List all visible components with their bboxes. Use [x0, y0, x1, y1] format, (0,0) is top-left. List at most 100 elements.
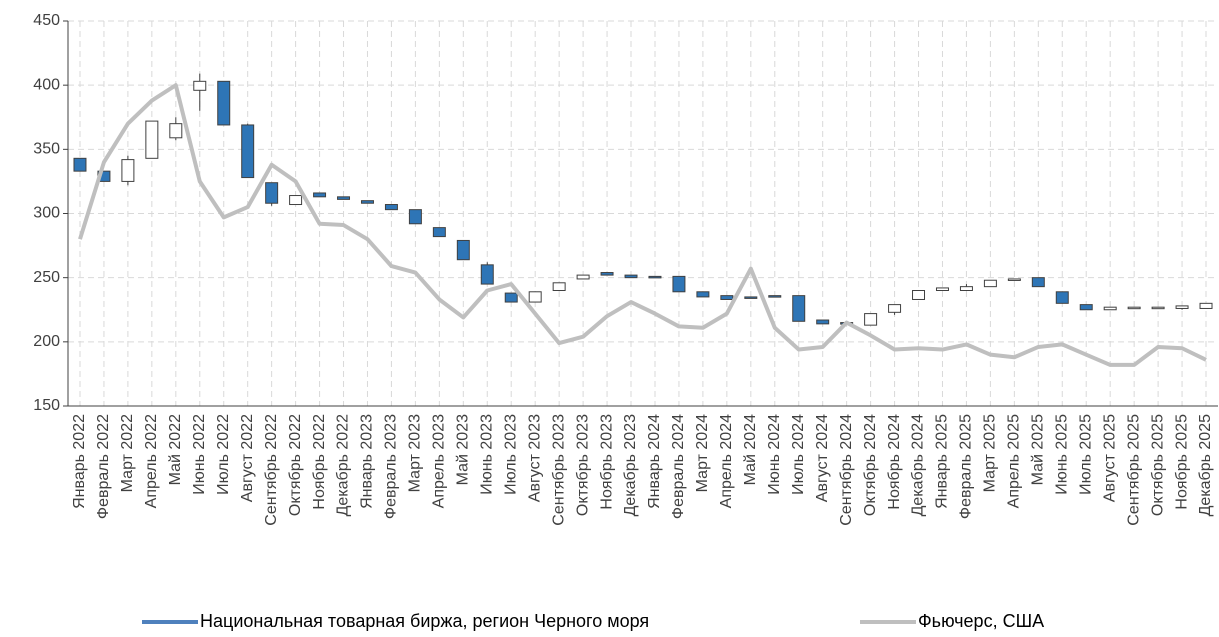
x-tick-label: Апрель 2024: [718, 414, 735, 508]
y-tick-label: 150: [33, 397, 60, 414]
candle-body: [1151, 306, 1165, 310]
y-tick-label: 200: [33, 333, 60, 350]
candle-body: [480, 264, 494, 285]
x-tick-label: Июнь 2024: [766, 414, 783, 495]
candle-body: [696, 291, 710, 298]
line-series: [78, 83, 1207, 367]
candle-body: [313, 192, 327, 198]
candle-body: [672, 275, 686, 293]
x-tick-label: Декабрь 2022: [335, 414, 352, 517]
candle-body: [720, 295, 734, 300]
candle-body: [504, 292, 518, 303]
x-tick-label: Ноябрь 2023: [598, 414, 615, 510]
candle-body: [624, 274, 638, 279]
x-tick-label: Март 2023: [407, 414, 424, 492]
x-tick-label: Сентябрь 2022: [263, 414, 280, 526]
candle-body: [456, 239, 470, 261]
x-tick-label: Март 2025: [982, 414, 999, 492]
candle-body: [241, 124, 255, 179]
candle-body: [145, 120, 159, 159]
candle-body: [816, 319, 830, 325]
candle-body: [912, 290, 926, 300]
x-tick-label: Июль 2024: [790, 414, 807, 495]
candle-body: [959, 286, 973, 291]
candle-body: [408, 209, 422, 225]
candle-body: [217, 80, 231, 126]
candle-body: [768, 295, 782, 298]
x-tick-label: Октябрь 2024: [862, 414, 879, 516]
x-tick-label: Март 2024: [694, 414, 711, 492]
legend-label: Национальная товарная биржа, регион Черн…: [200, 611, 649, 631]
x-tick-label: Ноябрь 2022: [311, 414, 328, 510]
x-tick-label: Июль 2023: [502, 414, 519, 495]
x-tick-label: Февраль 2025: [958, 414, 975, 519]
x-tick-label: Май 2025: [1030, 414, 1047, 485]
candle-body: [1103, 306, 1117, 311]
candle-body: [576, 274, 590, 280]
x-tick-label: Август 2025: [1101, 414, 1118, 502]
candle-body: [265, 182, 279, 204]
candle-body: [1055, 291, 1069, 304]
x-tick-label: Декабрь 2023: [622, 414, 639, 517]
x-tick-label: Июнь 2025: [1053, 414, 1070, 495]
x-tick-label: Январь 2024: [646, 414, 663, 509]
x-tick-label: Май 2022: [167, 414, 184, 485]
x-tick-label: Февраль 2022: [95, 414, 112, 519]
y-tick-label: 250: [33, 269, 60, 286]
x-tick-label: Апрель 2025: [1006, 414, 1023, 508]
candle-body: [1175, 305, 1189, 309]
x-tick-label: Февраль 2024: [670, 414, 687, 519]
candle-body: [744, 296, 758, 299]
x-tick-label: Октябрь 2025: [1149, 414, 1166, 516]
x-tick-label: Май 2024: [742, 414, 759, 485]
x-tick-label: Август 2023: [526, 414, 543, 502]
x-tick-label: Август 2024: [814, 414, 831, 502]
x-tick-label: Июнь 2022: [191, 414, 208, 495]
candle-body: [528, 291, 542, 303]
y-tick-label: 350: [33, 141, 60, 158]
candle-body: [1127, 306, 1141, 310]
x-tick-label: Март 2022: [119, 414, 136, 492]
candle-body: [935, 287, 949, 291]
candle-body: [193, 80, 207, 91]
candle-body: [289, 195, 303, 206]
candle-body: [648, 275, 662, 279]
x-tick-label: Октябрь 2023: [574, 414, 591, 516]
x-tick-label: Апрель 2022: [143, 414, 160, 508]
y-tick-label: 450: [33, 12, 60, 29]
x-tick-label: Январь 2025: [934, 414, 951, 509]
candle-body: [384, 204, 398, 211]
x-tick-label: Январь 2022: [71, 414, 88, 509]
x-tick-label: Октябрь 2022: [287, 414, 304, 516]
candle-body: [792, 295, 806, 322]
x-tick-label: Июнь 2023: [478, 414, 495, 495]
legend-label: Фьючерс, США: [918, 611, 1044, 631]
candle-body: [1079, 304, 1093, 311]
y-tick-label: 300: [33, 205, 60, 222]
x-tick-label: Ноябрь 2024: [886, 414, 903, 510]
x-tick-label: Сентябрь 2025: [1125, 414, 1142, 526]
x-tick-label: Сентябрь 2023: [550, 414, 567, 526]
candle-body: [600, 272, 614, 276]
candle-body: [1007, 278, 1021, 281]
candle-body: [1199, 302, 1213, 309]
candle-body: [169, 123, 183, 139]
x-tick-label: Февраль 2023: [383, 414, 400, 519]
x-tick-label: Июль 2022: [215, 414, 232, 495]
candle-body: [864, 313, 878, 326]
x-tick-label: Апрель 2023: [431, 414, 448, 508]
x-tick-label: Декабрь 2025: [1197, 414, 1214, 517]
x-tick-label: Август 2022: [239, 414, 256, 502]
x-tick-label: Ноябрь 2025: [1173, 414, 1190, 510]
candle-body: [1031, 277, 1045, 288]
candle-body: [121, 159, 135, 182]
y-tick-label: 400: [33, 76, 60, 93]
candle-body: [983, 279, 997, 288]
x-tick-label: Июль 2025: [1077, 414, 1094, 495]
candle-body: [73, 157, 87, 172]
x-tick-label: Май 2023: [455, 414, 472, 485]
x-tick-label: Декабрь 2024: [910, 414, 927, 517]
x-tick-label: Январь 2023: [359, 414, 376, 509]
candle-body: [360, 200, 374, 204]
